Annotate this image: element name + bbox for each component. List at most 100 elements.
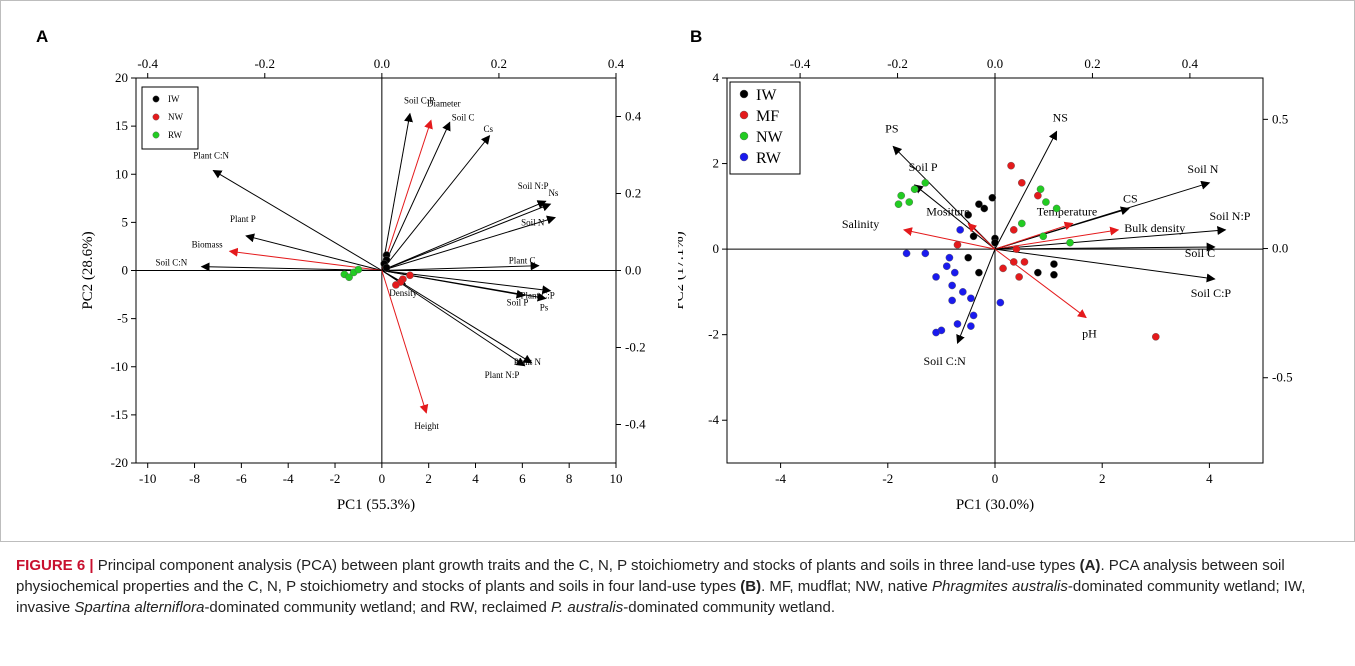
right-tick-label: -0.2 bbox=[625, 340, 646, 355]
y-tick-label: 4 bbox=[713, 70, 720, 85]
caption-ref-a: (A) bbox=[1079, 557, 1101, 574]
loading-arrow bbox=[381, 200, 547, 271]
y-tick-label: -4 bbox=[708, 412, 719, 427]
loading-arrow bbox=[994, 221, 1074, 250]
top-tick-label: 0.2 bbox=[1084, 56, 1100, 71]
loading-label: Ps bbox=[540, 302, 549, 312]
data-point-iw bbox=[988, 193, 997, 202]
loading-arrow bbox=[245, 233, 382, 271]
x-tick-label: -2 bbox=[330, 471, 341, 486]
top-tick-label: 0.0 bbox=[374, 56, 390, 71]
data-point-nw bbox=[1066, 238, 1074, 247]
x-tick-label: -8 bbox=[189, 471, 200, 486]
right-tick-label: 0.0 bbox=[625, 263, 641, 278]
data-point-mf bbox=[1017, 179, 1026, 187]
y-tick-label: -20 bbox=[111, 455, 128, 470]
x-tick-label: -6 bbox=[236, 471, 247, 486]
data-point-nw bbox=[1017, 219, 1026, 228]
data-point-iw bbox=[991, 238, 999, 247]
loading-arrow bbox=[381, 261, 540, 271]
data-point-iw bbox=[964, 253, 973, 262]
legend-marker bbox=[152, 113, 160, 121]
loading-arrow bbox=[212, 169, 383, 271]
loading-label: Temperature bbox=[1037, 204, 1097, 218]
legend-label: IW bbox=[168, 94, 180, 104]
top-tick-label: 0.4 bbox=[1182, 56, 1199, 71]
loading-label: Ns bbox=[548, 188, 558, 198]
data-point-rw bbox=[956, 226, 964, 234]
data-point-nw bbox=[910, 185, 919, 194]
data-point-rw bbox=[950, 268, 959, 277]
y-tick-label: 2 bbox=[713, 156, 720, 171]
loading-arrow bbox=[381, 119, 433, 271]
legend-box bbox=[141, 86, 199, 150]
loading-label: Soil N bbox=[1187, 162, 1218, 176]
loading-arrow bbox=[994, 130, 1058, 250]
loading-label: Soil C:P bbox=[1191, 286, 1232, 300]
y-axis-title: PC2 (28.6%) bbox=[80, 231, 96, 309]
data-point-iw bbox=[1050, 270, 1058, 279]
data-point-nw bbox=[894, 200, 903, 208]
right-tick-label: 0.0 bbox=[1272, 241, 1288, 256]
data-point-rw bbox=[967, 294, 975, 303]
data-point-mf bbox=[1012, 245, 1021, 253]
x-tick-label: 0 bbox=[992, 471, 999, 486]
loading-arrow bbox=[902, 227, 996, 250]
loading-arrow bbox=[381, 215, 556, 271]
data-point-rw bbox=[942, 262, 951, 271]
data-point-nw bbox=[1039, 232, 1048, 241]
loading-arrow bbox=[956, 248, 996, 345]
loading-arrow bbox=[381, 270, 429, 414]
data-point-mf bbox=[1009, 226, 1018, 234]
legend-marker bbox=[739, 131, 749, 141]
x-tick-label: 8 bbox=[566, 471, 573, 486]
data-point-rw bbox=[959, 288, 967, 296]
data-point-rw bbox=[354, 265, 363, 274]
loading-arrow bbox=[994, 248, 1216, 283]
loading-arrow bbox=[994, 206, 1130, 250]
data-point-iw bbox=[975, 268, 983, 277]
top-tick-label: -0.4 bbox=[137, 56, 158, 71]
y-tick-label: -5 bbox=[117, 311, 128, 326]
data-point-nw bbox=[406, 271, 414, 280]
legend-marker bbox=[152, 95, 160, 103]
panel-letter: B bbox=[690, 27, 702, 46]
y-tick-label: 15 bbox=[115, 118, 128, 133]
loading-label: Height bbox=[414, 421, 439, 431]
data-point-rw bbox=[921, 249, 930, 258]
x-tick-label: -10 bbox=[139, 471, 156, 486]
legend-label: RW bbox=[756, 150, 782, 167]
caption-text-6: -dominated community wetland. bbox=[623, 599, 836, 616]
y-tick-label: -2 bbox=[708, 327, 719, 342]
top-tick-label: 0.2 bbox=[491, 56, 507, 71]
data-point-nw bbox=[897, 191, 905, 200]
legend-marker bbox=[739, 89, 749, 99]
caption-species-3: P. australis bbox=[550, 599, 624, 616]
data-point-mf bbox=[1020, 258, 1029, 266]
y-tick-label: 20 bbox=[115, 70, 128, 85]
loading-label: Salinity bbox=[842, 217, 879, 231]
caption-label: FIGURE 6 | bbox=[16, 557, 94, 574]
data-point-mf bbox=[1007, 161, 1015, 170]
right-tick-label: -0.5 bbox=[1272, 370, 1293, 385]
loading-label: Cs bbox=[484, 124, 494, 134]
legend-label: IW bbox=[756, 87, 777, 104]
x-tick-label: 2 bbox=[425, 471, 432, 486]
right-tick-label: -0.4 bbox=[625, 417, 646, 432]
loading-label: Soil C:P bbox=[404, 96, 434, 106]
y-tick-label: 10 bbox=[115, 166, 128, 181]
data-point-rw bbox=[902, 249, 911, 258]
data-point-mf bbox=[999, 264, 1007, 273]
legend-label: RW bbox=[168, 130, 183, 140]
data-point-rw bbox=[932, 273, 940, 281]
loading-arrow bbox=[381, 270, 533, 364]
loading-arrow bbox=[994, 248, 1087, 319]
data-point-rw bbox=[948, 281, 956, 290]
loading-arrow bbox=[892, 145, 996, 250]
loading-label: Plant C bbox=[509, 256, 536, 266]
panel-a-chart: A-10 -8 -6 -4 -2 0 2 4 6 8 10-20-15-10-505101520-0… bbox=[36, 27, 646, 513]
data-point-iw bbox=[964, 211, 973, 219]
data-point-mf bbox=[1151, 333, 1160, 341]
top-tick-label: -0.2 bbox=[254, 56, 275, 71]
data-point-rw bbox=[967, 322, 975, 330]
